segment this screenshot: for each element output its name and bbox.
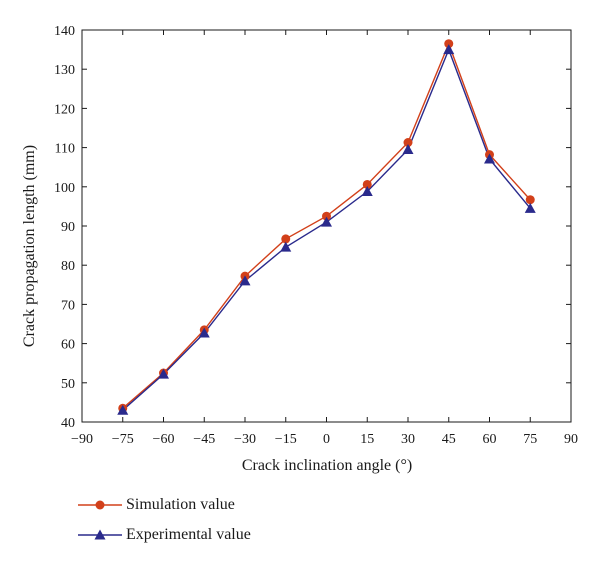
experimental-point [239, 275, 251, 286]
experimental-point [117, 404, 129, 415]
y-tick-label: 70 [61, 298, 75, 313]
x-tick-label: 60 [483, 432, 497, 447]
legend-marker-experimental [94, 529, 106, 540]
legend-item-simulation: Simulation value [78, 490, 251, 520]
y-tick-label: 80 [61, 259, 75, 274]
legend-label-experimental: Experimental value [126, 526, 251, 543]
x-tick-label: −90 [71, 432, 93, 447]
y-tick-label: 50 [61, 377, 75, 392]
y-axis-title: Crack propagation length (mm) [21, 145, 38, 347]
legend-marker-simulation [95, 500, 105, 510]
series-line-experimental [122, 47, 531, 411]
y-tick-label: 90 [61, 220, 75, 235]
experimental-point [361, 186, 373, 197]
simulation-point [322, 211, 331, 221]
legend-swatch-experimental [78, 529, 122, 540]
y-tick-label: 120 [54, 102, 75, 117]
x-tick-label: −30 [234, 432, 256, 447]
simulation-point [403, 138, 413, 148]
experimental-point [484, 153, 495, 164]
x-tick-label: 90 [564, 432, 578, 447]
x-tick-label: 75 [523, 432, 537, 447]
x-tick-label: 45 [442, 432, 456, 447]
x-tick-label: 0 [323, 432, 330, 447]
simulation-point [444, 39, 454, 49]
x-tick-label: −75 [112, 432, 134, 447]
experimental-point [402, 144, 414, 155]
x-axis-title: Crack inclination angle (°) [242, 457, 412, 474]
legend-item-experimental: Experimental value [78, 520, 251, 550]
x-tick-label: −45 [193, 432, 215, 447]
chart: Crack propagation length (mm) Crack incl… [21, 24, 578, 474]
experimental-point [321, 216, 332, 227]
y-tick-label: 40 [61, 416, 75, 431]
y-tick-label: 60 [61, 338, 75, 353]
x-tick-label: 30 [401, 432, 415, 447]
x-tick-label: −60 [153, 432, 175, 447]
y-tick-label: 100 [54, 181, 75, 196]
y-tick-label: 130 [54, 63, 75, 78]
experimental-point [158, 368, 169, 379]
experimental-point [524, 202, 536, 213]
x-tick-label: −15 [275, 432, 297, 447]
legend-label-simulation: Simulation value [126, 496, 235, 513]
simulation-point [362, 179, 372, 189]
simulation-point [281, 234, 291, 244]
experimental-point [198, 327, 210, 338]
legend-swatch-simulation [78, 500, 122, 510]
x-tick-label: 15 [360, 432, 374, 447]
y-tick-label: 140 [54, 24, 75, 39]
experimental-point [280, 241, 292, 252]
experimental-point [443, 44, 455, 55]
simulation-point [525, 195, 535, 205]
legend: Simulation value Experimental value [78, 490, 251, 550]
y-tick-label: 110 [55, 142, 75, 157]
